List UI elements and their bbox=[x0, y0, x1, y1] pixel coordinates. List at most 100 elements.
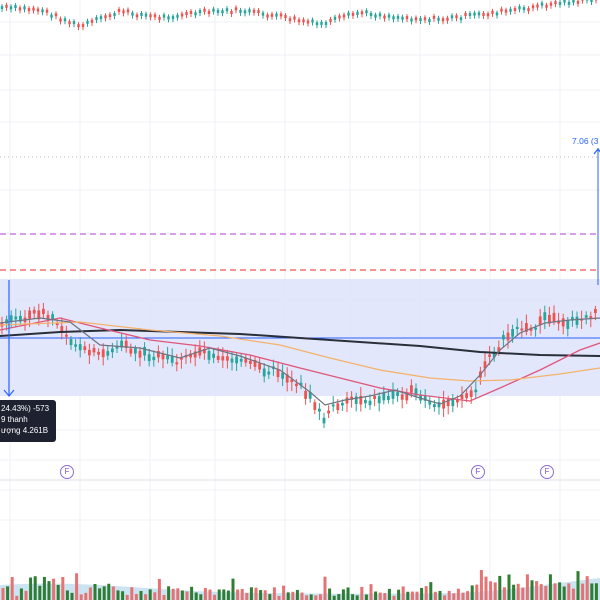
candle-body bbox=[297, 19, 301, 23]
candle-body bbox=[92, 347, 96, 353]
volume-bar bbox=[535, 581, 539, 600]
volume-bar bbox=[576, 571, 580, 600]
top-candles bbox=[0, 0, 598, 31]
volume-bar bbox=[424, 586, 428, 600]
candle-body bbox=[552, 312, 556, 322]
candle-body bbox=[320, 21, 323, 25]
moving-average-lines bbox=[0, 317, 600, 406]
volume-bar bbox=[337, 594, 341, 600]
volume-bar bbox=[116, 590, 120, 600]
volume-bar bbox=[185, 591, 189, 600]
candle-body bbox=[106, 351, 110, 356]
candle-body bbox=[558, 1, 562, 5]
volume-bar bbox=[410, 591, 414, 600]
volume-bar bbox=[56, 584, 60, 600]
candle-body bbox=[140, 12, 143, 16]
candle-body bbox=[410, 385, 413, 393]
candle-body bbox=[455, 15, 458, 19]
candle-body bbox=[158, 16, 161, 20]
candle-body bbox=[302, 19, 305, 23]
event-f-icon[interactable]: F bbox=[471, 465, 485, 479]
volume-bar bbox=[107, 583, 111, 600]
candle-body bbox=[468, 12, 472, 16]
volume-bar bbox=[240, 589, 244, 600]
volume-bar bbox=[447, 590, 451, 600]
volume-bar bbox=[392, 595, 396, 600]
candle-body bbox=[360, 11, 364, 15]
candle-body bbox=[549, 2, 553, 6]
volume-bar bbox=[461, 592, 465, 600]
candle-body bbox=[54, 13, 58, 17]
ma-orange-line bbox=[0, 321, 600, 382]
volume-bar bbox=[295, 589, 299, 600]
volume-bar bbox=[277, 595, 281, 600]
candle-body bbox=[212, 353, 215, 358]
volume-bar bbox=[415, 591, 419, 600]
volume-bar bbox=[52, 578, 56, 600]
candle-body bbox=[347, 12, 350, 16]
volume-bar bbox=[144, 594, 148, 600]
volume-bar bbox=[98, 588, 102, 600]
candle-body bbox=[543, 312, 547, 321]
candle-body bbox=[373, 395, 376, 399]
candle-body bbox=[262, 368, 266, 377]
candle-body bbox=[207, 351, 211, 360]
candle-body bbox=[299, 382, 303, 386]
volume-bar bbox=[1, 587, 5, 600]
volume-bar bbox=[558, 582, 562, 600]
candle-body bbox=[437, 402, 441, 408]
candle-body bbox=[387, 395, 390, 400]
candle-body bbox=[72, 21, 76, 25]
candle-body bbox=[193, 351, 197, 358]
candle-body bbox=[378, 13, 382, 17]
volume-bar bbox=[553, 583, 557, 600]
candle-body bbox=[249, 360, 252, 364]
candle-body bbox=[288, 18, 292, 22]
candle-body bbox=[99, 16, 103, 20]
candle-body bbox=[117, 8, 121, 12]
candle-body bbox=[400, 394, 404, 400]
event-f-icon[interactable]: F bbox=[540, 465, 554, 479]
candle-body bbox=[78, 344, 82, 351]
candle-body bbox=[285, 374, 289, 383]
candle-body bbox=[166, 355, 169, 360]
candle-body bbox=[306, 20, 310, 24]
candle-body bbox=[500, 8, 503, 12]
candle-body bbox=[167, 16, 170, 20]
candle-body bbox=[207, 10, 211, 14]
event-f-icon[interactable]: F bbox=[60, 465, 74, 479]
arrow-up-icon[interactable] bbox=[593, 148, 600, 155]
candle-body bbox=[442, 399, 445, 409]
volume-bar bbox=[254, 587, 258, 600]
candle-body bbox=[504, 9, 508, 13]
volume-bar bbox=[309, 594, 313, 600]
arrow-down-icon[interactable] bbox=[3, 280, 15, 397]
candle-body bbox=[176, 14, 179, 18]
candle-body bbox=[171, 16, 175, 20]
volume-bar bbox=[590, 583, 594, 600]
candle-body bbox=[581, 0, 584, 1]
volume-bar bbox=[475, 584, 479, 600]
measure-bars: 9 thanh bbox=[1, 415, 28, 424]
candle-body bbox=[506, 332, 510, 341]
candle-body bbox=[374, 14, 377, 18]
candle-body bbox=[525, 323, 528, 332]
volume-bar bbox=[507, 574, 511, 600]
candle-body bbox=[529, 327, 533, 331]
candle-body bbox=[290, 379, 294, 383]
candle-body bbox=[267, 371, 271, 375]
volume-bar bbox=[282, 585, 286, 600]
volume-bar bbox=[111, 586, 115, 600]
volume-bar bbox=[24, 590, 28, 600]
candle-body bbox=[203, 349, 206, 354]
candle-body bbox=[19, 315, 22, 322]
candle-body bbox=[275, 13, 278, 17]
candle-body bbox=[239, 9, 242, 13]
volume-bar bbox=[38, 585, 42, 600]
candle-body bbox=[42, 308, 45, 315]
candle-body bbox=[180, 357, 183, 360]
candle-body bbox=[401, 16, 404, 20]
candle-body bbox=[81, 24, 85, 28]
